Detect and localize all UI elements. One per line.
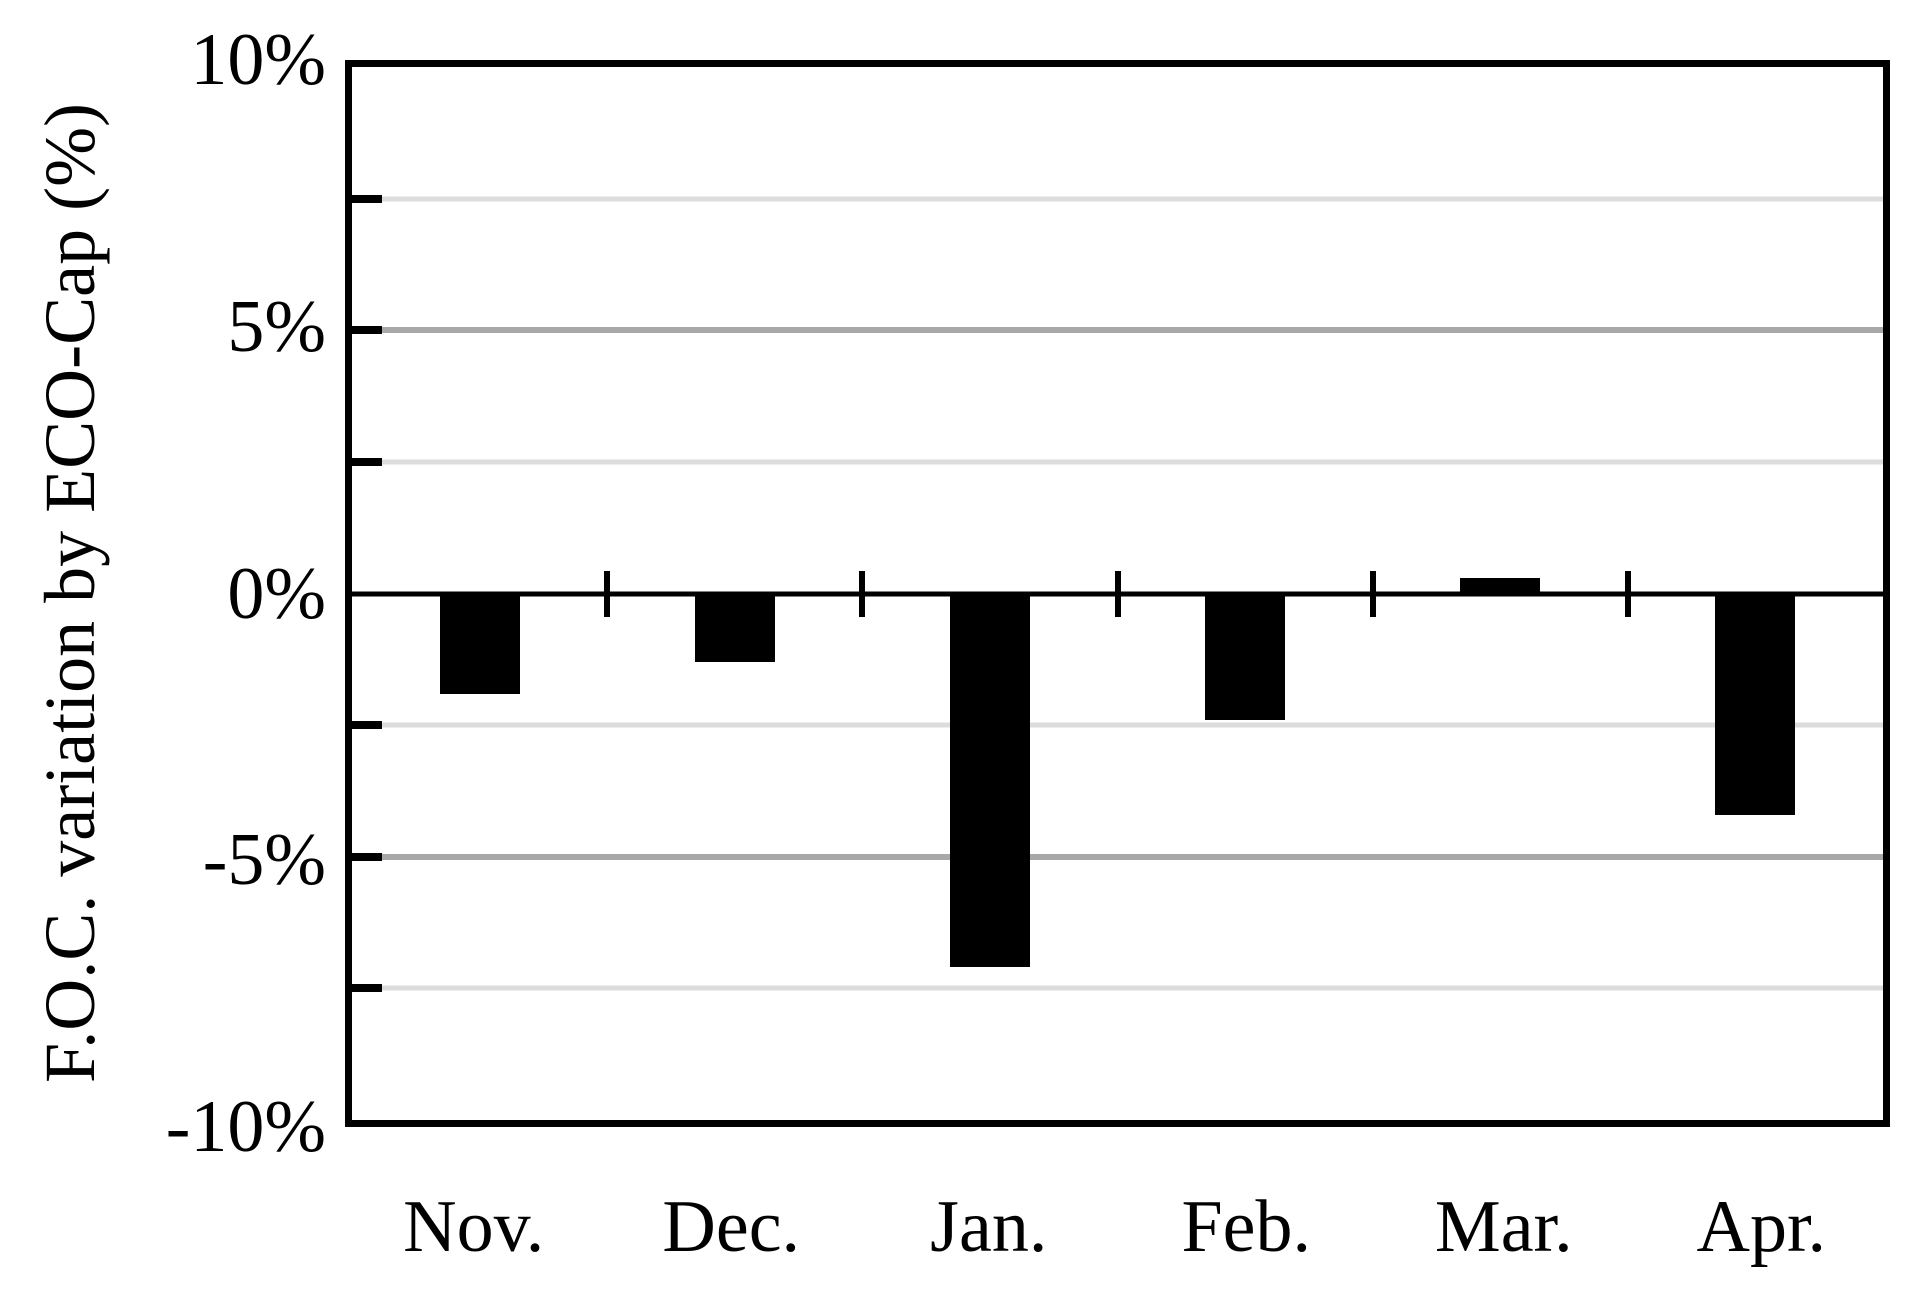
bar-nov xyxy=(439,593,520,694)
gridline xyxy=(352,853,1883,860)
axis-tick-layer xyxy=(352,67,1883,1120)
gridline xyxy=(352,327,1883,334)
y-tick-label: -10% xyxy=(165,1086,326,1168)
y-axis-tick-mark xyxy=(352,852,382,861)
y-axis-tick-labels: 10% 5% 0% -5% -10% xyxy=(0,23,326,1164)
x-category-label: Jan. xyxy=(930,1186,1048,1268)
bar-jan xyxy=(949,593,1030,968)
x-axis-tick-mark xyxy=(604,570,611,617)
plot-area xyxy=(345,60,1890,1127)
bar-apr xyxy=(1715,593,1796,815)
x-axis-tick-mark xyxy=(859,570,866,617)
x-category-label: Apr. xyxy=(1696,1186,1827,1268)
bar-mar xyxy=(1460,577,1541,594)
y-tick-label: 10% xyxy=(190,19,326,101)
y-axis-tick-mark xyxy=(352,194,382,203)
x-category-label: Dec. xyxy=(662,1186,801,1268)
bar-dec xyxy=(694,593,775,662)
gridline-layer xyxy=(352,67,1883,1120)
y-axis-tick-mark xyxy=(352,326,382,335)
bar-feb xyxy=(1205,593,1286,720)
x-category-label: Nov. xyxy=(403,1186,545,1268)
x-category-label: Feb. xyxy=(1181,1186,1312,1268)
y-tick-label: 5% xyxy=(227,285,326,368)
gridline xyxy=(352,196,1883,202)
gridline xyxy=(352,985,1883,991)
x-axis-tick-mark xyxy=(1624,570,1631,617)
x-axis-tick-mark xyxy=(1369,570,1376,617)
gridline xyxy=(352,459,1883,465)
y-tick-label: -5% xyxy=(202,819,326,902)
x-axis-tick-mark xyxy=(1114,570,1121,617)
y-axis-tick-mark xyxy=(352,721,382,730)
x-axis-category-labels: Nov. Dec. Jan. Feb. Mar. Apr. xyxy=(345,1168,1890,1288)
gridline xyxy=(352,722,1883,728)
y-axis-tick-mark xyxy=(352,984,382,993)
y-tick-label: 0% xyxy=(227,552,326,635)
x-category-label: Mar. xyxy=(1434,1186,1573,1268)
y-axis-tick-mark xyxy=(352,457,382,466)
bar-layer xyxy=(352,67,1883,1120)
